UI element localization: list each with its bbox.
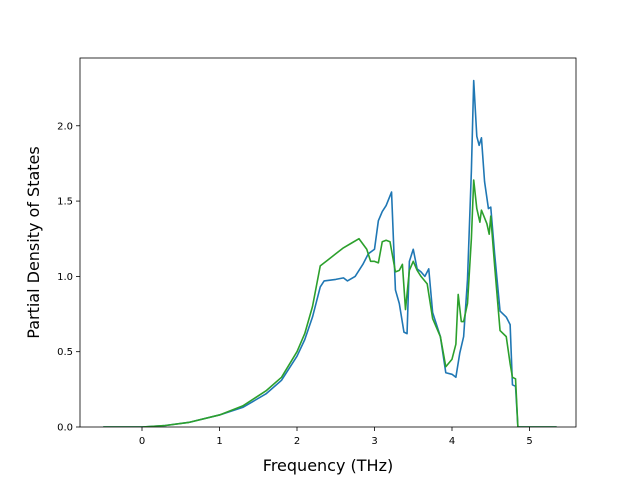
plot-area bbox=[79, 57, 577, 428]
y-tick-label: 2.0 bbox=[57, 121, 73, 132]
x-axis-label: Frequency (THz) bbox=[263, 456, 393, 475]
y-tick-label: 1.0 bbox=[57, 272, 73, 283]
x-axis-ticks: 0 1 2 3 4 5 bbox=[139, 427, 533, 447]
series-layer bbox=[103, 79, 557, 427]
x-tick-label: 0 bbox=[139, 436, 145, 447]
y-axis-ticks: 0.0 0.5 1.0 1.5 2.0 bbox=[57, 121, 80, 434]
x-tick-label: 5 bbox=[526, 436, 532, 447]
x-tick-label: 2 bbox=[294, 436, 300, 447]
y-tick-label: 0.0 bbox=[57, 423, 73, 434]
series-line-2 bbox=[103, 179, 557, 427]
y-tick-label: 1.5 bbox=[57, 197, 73, 208]
x-tick-label: 3 bbox=[371, 436, 377, 447]
x-tick-label: 4 bbox=[449, 436, 455, 447]
axes-frame bbox=[79, 57, 577, 428]
y-tick-label: 0.5 bbox=[57, 347, 73, 358]
y-axis-label: Partial Density of States bbox=[24, 146, 43, 338]
x-tick-label: 1 bbox=[216, 436, 222, 447]
series-line-1 bbox=[103, 79, 557, 427]
